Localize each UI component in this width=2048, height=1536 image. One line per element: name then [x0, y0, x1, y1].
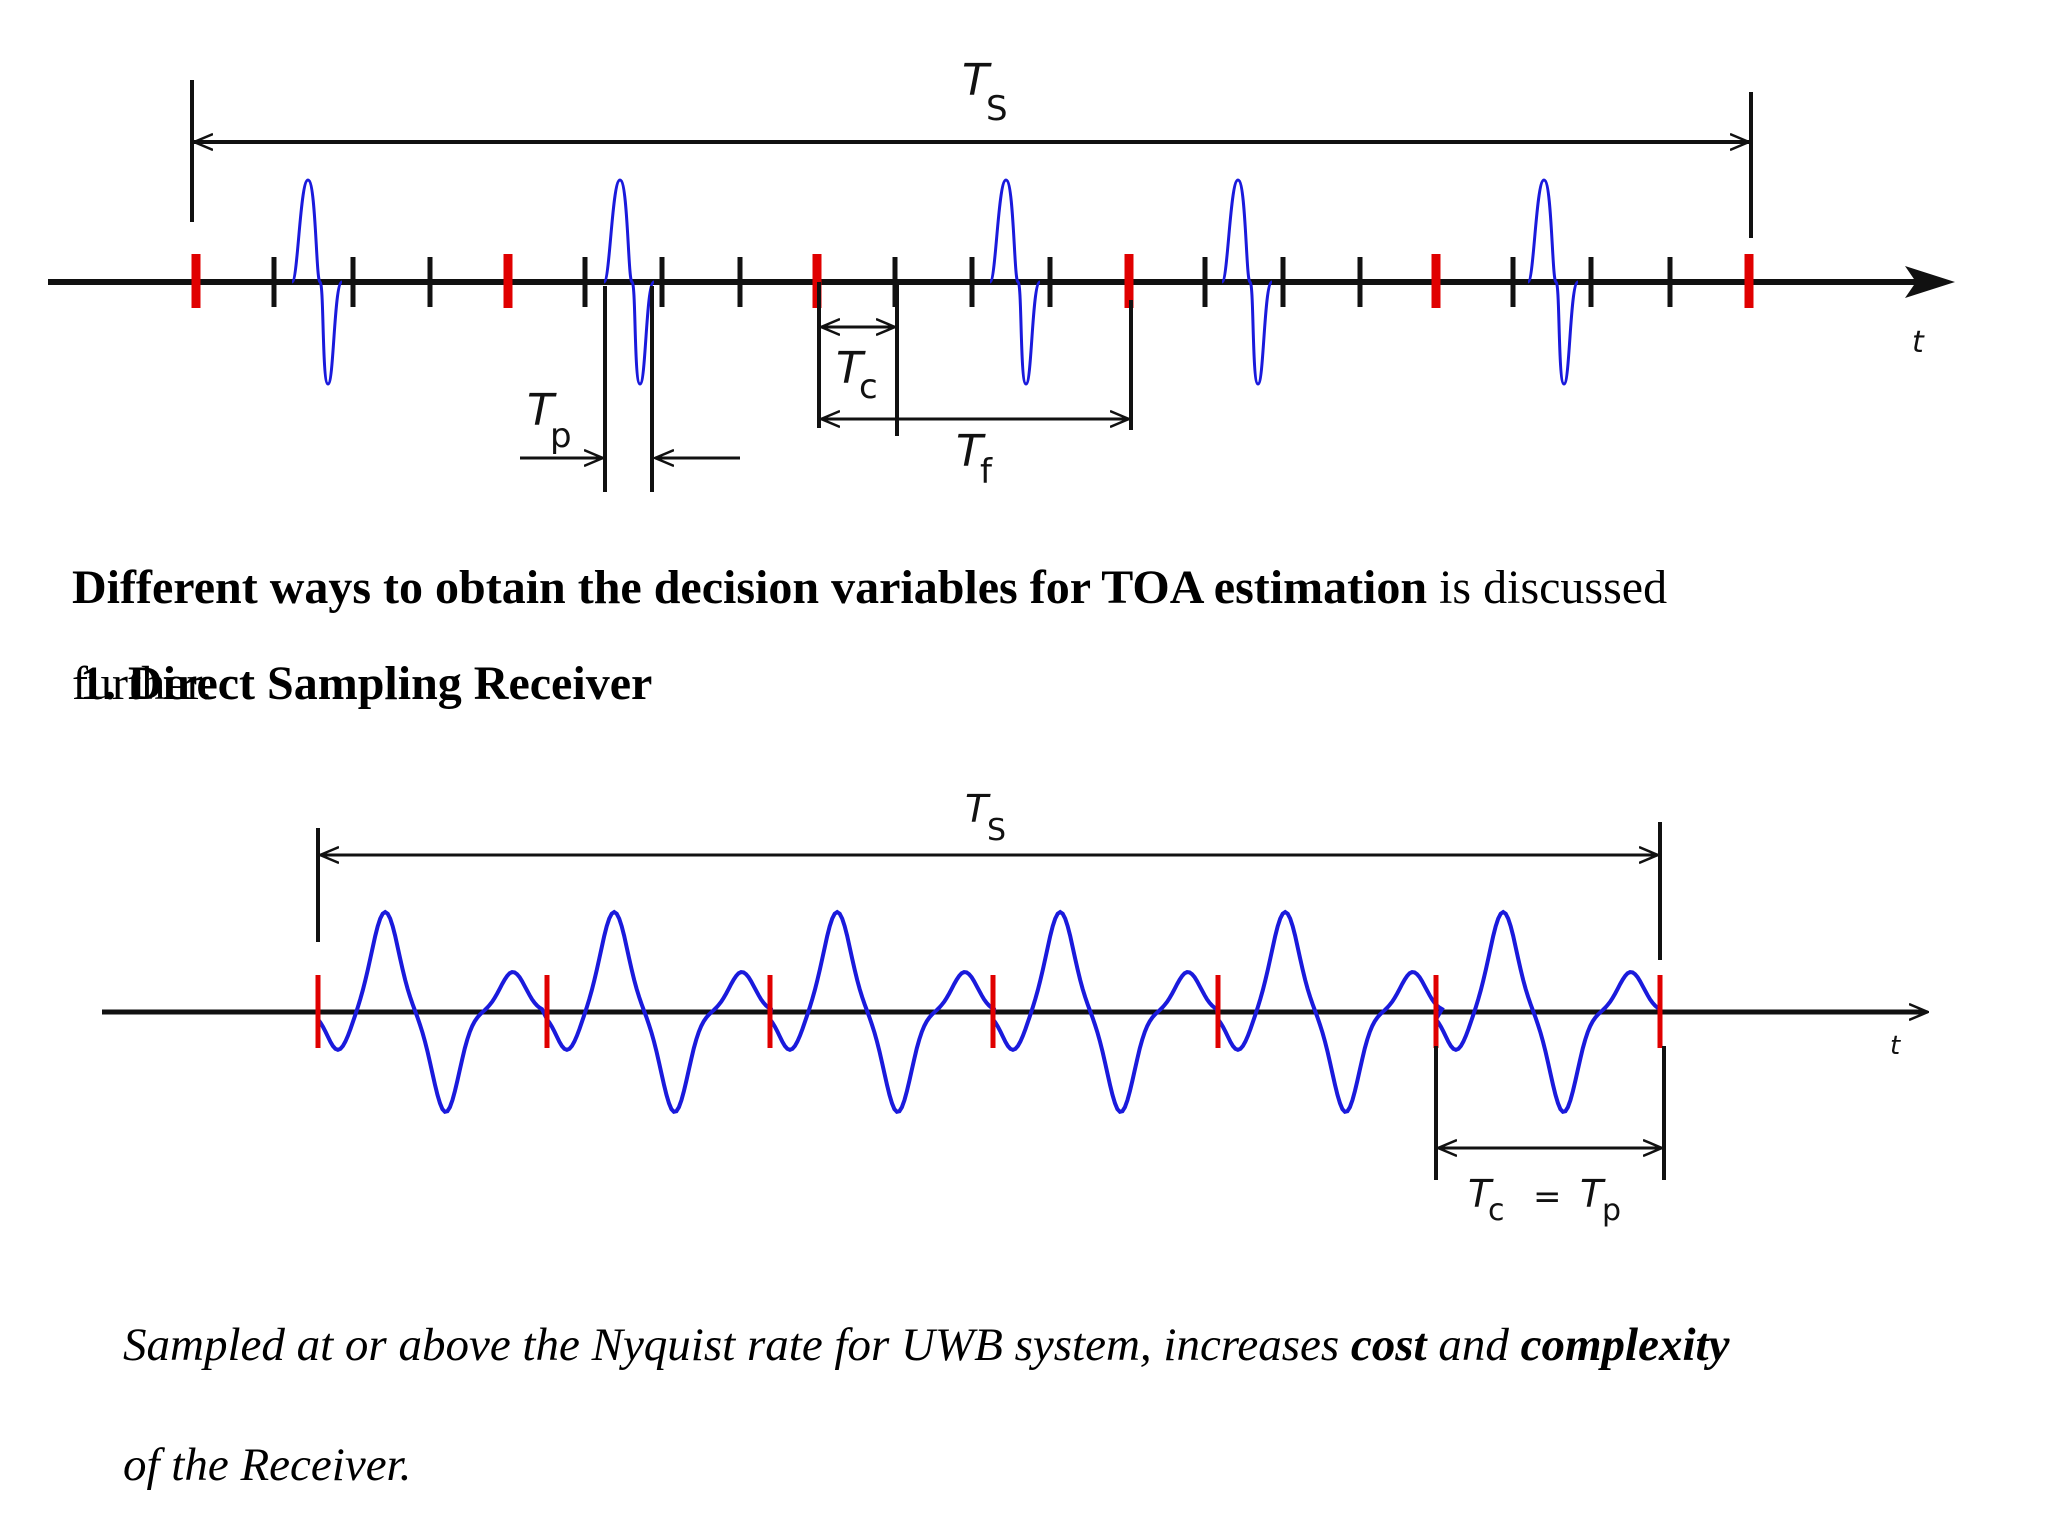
tc-equals-tp-annotation: T c = T p: [1434, 1046, 1666, 1228]
desc-part1: Sampled at or above the Nyquist rate for…: [123, 1319, 1351, 1371]
svg-text:T: T: [956, 426, 986, 477]
time-axis-arrowhead: [1905, 266, 1955, 298]
svg-text:T: T: [962, 55, 992, 106]
desc-part2: and: [1426, 1319, 1521, 1371]
toa-intro-rest: is discussed: [1427, 561, 1668, 614]
diagram-2-sampled-signal: t T S T c = T p: [102, 787, 1928, 1228]
svg-text:c: c: [1488, 1193, 1505, 1228]
toa-intro-bold: Different ways to obtain the decision va…: [72, 561, 1428, 614]
diagram-1-pulse-train: t T S: [48, 55, 1955, 492]
toa-intro-line: Different ways to obtain the decision va…: [72, 560, 1667, 616]
svg-text:T: T: [1468, 1172, 1494, 1216]
svg-text:f: f: [980, 452, 993, 492]
svg-text:p: p: [1602, 1193, 1621, 1228]
toa-intro-continuation: further.: [72, 657, 212, 710]
svg-text:T: T: [1580, 1172, 1606, 1216]
frame-markers: [191, 254, 1754, 308]
tc-annotation: T c: [817, 282, 899, 436]
svg-text:=: =: [1533, 1177, 1562, 1217]
svg-text:S: S: [987, 813, 1006, 848]
uwb-pulses: [290, 178, 1580, 386]
chip-ticks: [271, 257, 1673, 307]
svg-text:T: T: [527, 385, 557, 436]
section-heading-direct-sampling: 1. Direct Sampling Receiver: [80, 657, 653, 710]
ts-label: T S: [962, 55, 1008, 129]
description-line-2: of the Receiver.: [123, 1439, 412, 1491]
tf-annotation: T f: [821, 300, 1133, 492]
desc-bold-cost: cost: [1350, 1319, 1427, 1371]
sample-markers: [315, 975, 1663, 1048]
t-axis-label: t: [1912, 325, 1925, 360]
svg-text:c: c: [859, 367, 878, 407]
desc-bold-complexity: complexity: [1520, 1319, 1730, 1371]
svg-text:T: T: [836, 343, 866, 394]
tp-annotation: T p: [520, 286, 740, 492]
svg-text:T: T: [965, 787, 991, 831]
svg-text:S: S: [986, 89, 1008, 129]
t-axis-label-2: t: [1890, 1031, 1901, 1061]
ts-label-2: T S: [965, 787, 1006, 848]
description-line-1: Sampled at or above the Nyquist rate for…: [123, 1315, 1729, 1375]
svg-text:p: p: [550, 416, 572, 456]
